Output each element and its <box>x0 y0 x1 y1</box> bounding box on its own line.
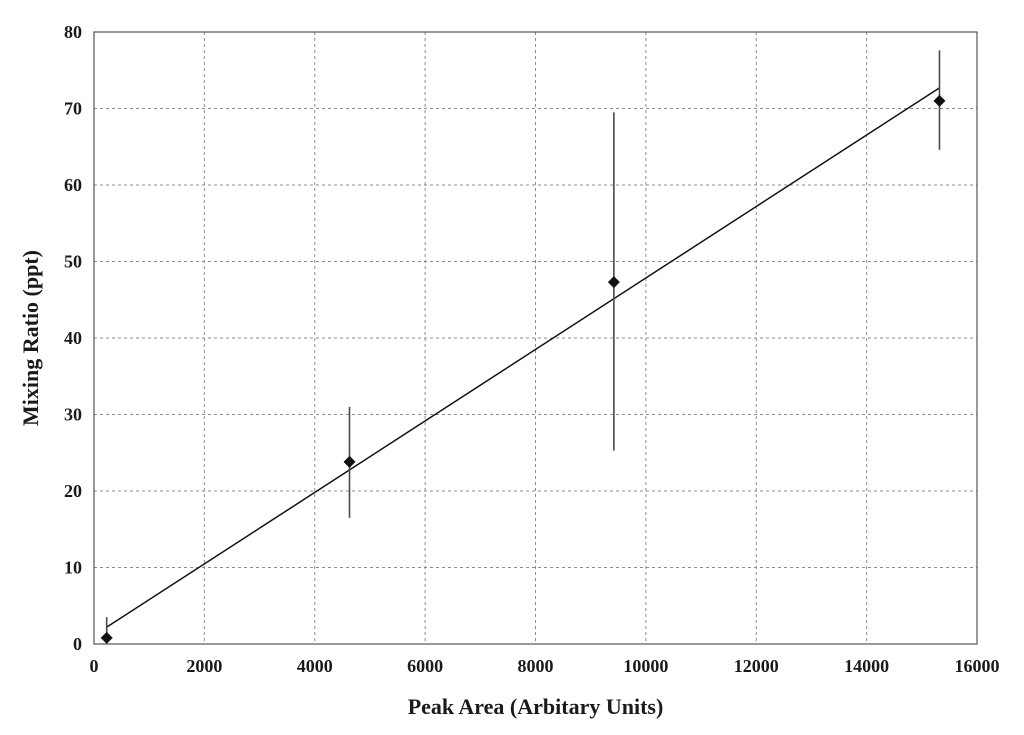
data-point-marker <box>607 276 620 289</box>
x-tick-label: 14000 <box>844 656 889 676</box>
y-tick-label: 0 <box>73 634 82 654</box>
x-tick-label: 16000 <box>955 656 1000 676</box>
y-tick-label: 20 <box>64 481 82 501</box>
data-points <box>100 94 946 644</box>
x-tick-label: 4000 <box>297 656 333 676</box>
x-axis-ticks: 0 2000 4000 6000 8000 10000 12000 14000 16000 <box>90 656 1000 676</box>
data-point-marker <box>100 631 113 644</box>
y-axis-ticks: 0 10 20 30 40 50 60 70 80 <box>64 22 82 654</box>
x-tick-label: 2000 <box>186 656 222 676</box>
x-tick-label: 10000 <box>623 656 668 676</box>
y-tick-label: 30 <box>64 405 82 425</box>
y-tick-label: 10 <box>64 558 82 578</box>
x-tick-label: 6000 <box>407 656 443 676</box>
y-tick-label: 80 <box>64 22 82 42</box>
grid-lines <box>93 31 978 645</box>
y-tick-label: 60 <box>64 175 82 195</box>
y-axis-title: Mixing Ratio (ppt) <box>18 250 43 426</box>
x-tick-label: 12000 <box>734 656 779 676</box>
x-axis-title: Peak Area (Arbitary Units) <box>408 694 664 719</box>
y-tick-label: 50 <box>64 252 82 272</box>
y-tick-label: 70 <box>64 99 82 119</box>
y-tick-label: 40 <box>64 328 82 348</box>
error-bars <box>105 50 941 644</box>
plot-frame <box>93 31 978 645</box>
x-tick-label: 0 <box>90 656 99 676</box>
x-tick-label: 8000 <box>518 656 554 676</box>
trendline <box>106 87 940 628</box>
data-point-marker <box>933 94 946 107</box>
data-point-marker <box>343 455 356 468</box>
